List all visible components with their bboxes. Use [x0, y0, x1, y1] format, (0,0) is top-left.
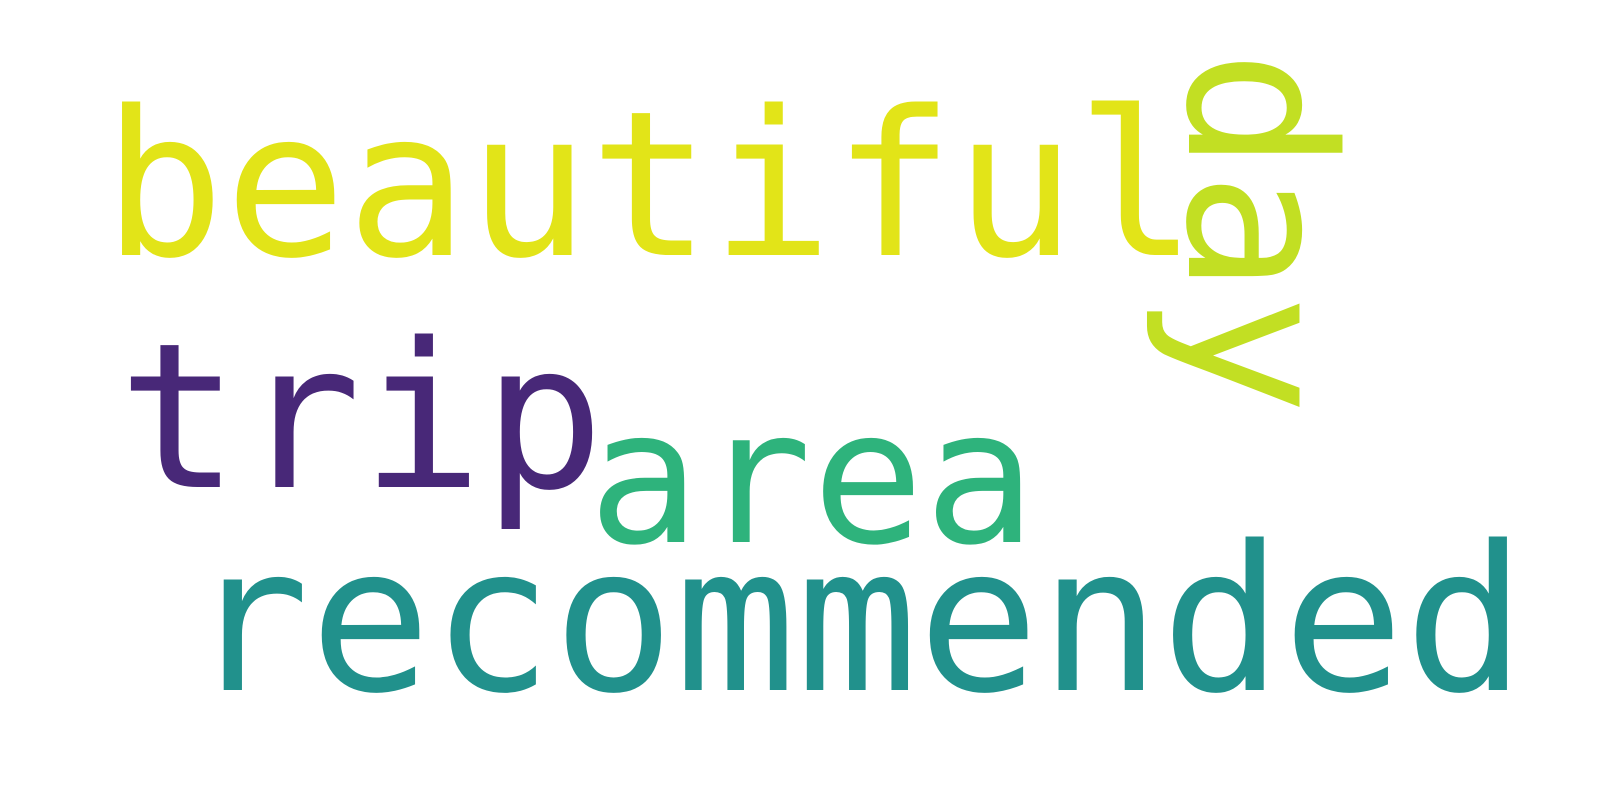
word-recommended: recommended: [188, 502, 1526, 738]
word-trip: trip: [118, 299, 605, 535]
word-area: area: [588, 369, 1036, 586]
word-day: day: [1141, 50, 1377, 415]
word-beautiful: beautiful: [103, 67, 1198, 303]
